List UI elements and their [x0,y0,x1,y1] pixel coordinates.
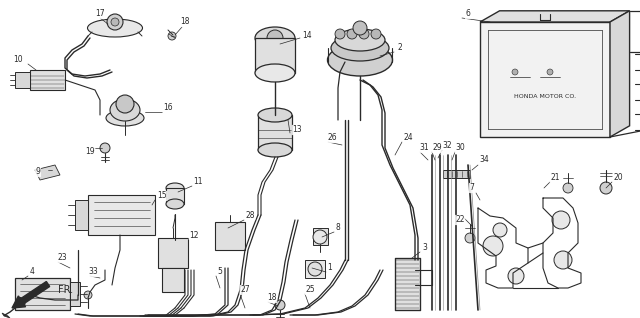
Ellipse shape [88,19,143,37]
Text: 30: 30 [455,143,465,153]
Circle shape [84,291,92,299]
Polygon shape [395,258,420,310]
Polygon shape [2,313,10,318]
Text: 18: 18 [180,17,189,26]
Circle shape [371,29,381,39]
Text: FR.: FR. [58,285,73,295]
Circle shape [465,233,475,243]
Ellipse shape [328,44,392,76]
Text: 8: 8 [335,224,340,232]
Text: 15: 15 [157,191,167,201]
Text: 10: 10 [13,56,23,65]
Text: 33: 33 [88,267,98,276]
Polygon shape [313,228,328,245]
Circle shape [483,236,503,256]
Circle shape [335,29,345,39]
Polygon shape [443,170,470,178]
Text: 26: 26 [327,134,337,142]
Polygon shape [88,195,155,235]
Circle shape [111,18,119,26]
Text: 4: 4 [29,267,35,276]
Text: 1: 1 [328,264,332,273]
Circle shape [107,14,123,30]
Text: 11: 11 [193,177,203,186]
Text: 32: 32 [442,141,452,149]
Polygon shape [15,72,30,88]
Circle shape [267,30,283,46]
Polygon shape [305,260,325,278]
Circle shape [353,21,367,35]
Polygon shape [75,200,88,230]
Circle shape [600,182,612,194]
Text: 3: 3 [422,244,428,252]
Ellipse shape [331,35,389,61]
Text: 29: 29 [432,143,442,153]
Ellipse shape [255,64,295,82]
Circle shape [275,300,285,310]
Ellipse shape [258,143,292,157]
Circle shape [100,143,110,153]
Polygon shape [215,222,245,250]
Bar [166,188,184,204]
Text: 24: 24 [403,134,413,142]
Text: 34: 34 [479,156,489,164]
Circle shape [552,211,570,229]
Polygon shape [158,238,188,268]
Text: 28: 28 [245,211,255,219]
Circle shape [547,69,553,75]
Polygon shape [162,268,184,292]
Circle shape [563,183,573,193]
Polygon shape [258,115,292,150]
Text: 7: 7 [470,183,474,192]
Text: 14: 14 [302,31,312,39]
Text: 13: 13 [292,126,302,135]
Circle shape [308,262,322,276]
Text: 6: 6 [465,10,470,18]
Polygon shape [70,282,80,306]
Text: HONDA MOTOR CO.: HONDA MOTOR CO. [514,94,576,100]
Circle shape [347,29,357,39]
Ellipse shape [335,29,385,51]
Text: 17: 17 [95,10,105,18]
Ellipse shape [258,108,292,122]
FancyArrow shape [12,281,50,308]
Text: 18: 18 [268,294,276,302]
Text: 23: 23 [57,253,67,262]
Bar [255,38,295,73]
Polygon shape [480,11,630,22]
Text: 20: 20 [613,174,623,183]
Circle shape [116,95,134,113]
Polygon shape [30,70,65,90]
Polygon shape [35,165,60,180]
Circle shape [512,69,518,75]
Circle shape [554,251,572,269]
Text: 22: 22 [455,216,465,225]
Ellipse shape [110,99,140,121]
Text: 27: 27 [240,286,250,294]
Circle shape [359,29,369,39]
Polygon shape [610,11,630,137]
Text: 16: 16 [163,103,173,113]
Polygon shape [480,22,610,137]
Ellipse shape [166,183,184,193]
Ellipse shape [255,27,295,49]
Text: 5: 5 [218,267,223,276]
Text: 21: 21 [550,174,560,183]
Text: 12: 12 [189,231,199,239]
Text: 9: 9 [36,168,40,176]
Ellipse shape [106,110,144,126]
Circle shape [493,223,507,237]
Polygon shape [15,278,70,310]
Text: 31: 31 [419,143,429,153]
Circle shape [508,268,524,284]
Text: 2: 2 [397,44,403,52]
Ellipse shape [166,199,184,209]
Text: 19: 19 [85,148,95,156]
Circle shape [168,32,176,40]
Circle shape [313,230,327,244]
Text: 25: 25 [305,286,315,294]
